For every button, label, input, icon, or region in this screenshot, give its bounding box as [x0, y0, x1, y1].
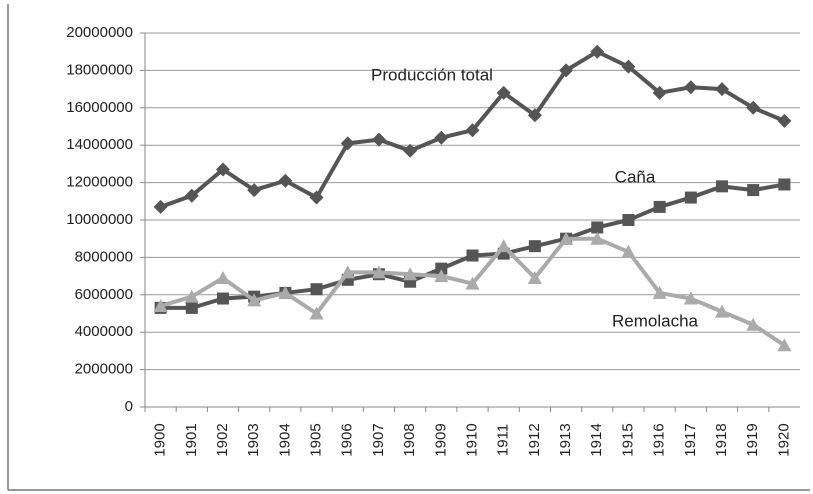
x-tick-label: 1903	[245, 423, 262, 456]
marker-triangle	[527, 270, 542, 284]
marker-triangle	[496, 239, 511, 253]
series-label: Producción total	[371, 65, 493, 84]
marker-triangle	[403, 267, 418, 281]
x-tick-label: 1909	[432, 423, 449, 456]
x-tick-label: 1913	[557, 423, 574, 456]
marker-square	[622, 214, 635, 226]
x-tick-label: 1907	[370, 423, 387, 456]
y-tick-label: 0	[125, 398, 133, 415]
y-tick-label: 12000000	[66, 174, 133, 191]
marker-triangle	[184, 289, 199, 303]
marker-diamond	[184, 188, 199, 203]
y-tick-label: 8000000	[75, 248, 133, 265]
marker-diamond	[434, 130, 449, 145]
x-tick-label: 1919	[744, 423, 761, 456]
y-tick-label: 10000000	[66, 211, 133, 228]
marker-diamond	[465, 123, 480, 138]
marker-triangle	[746, 317, 761, 331]
marker-square	[653, 200, 666, 213]
x-tick-label: 1902	[214, 423, 231, 456]
x-tick-label: 1900	[152, 423, 169, 456]
marker-triangle	[278, 285, 293, 299]
x-tick-label: 1915	[619, 423, 636, 456]
marker-triangle	[309, 306, 324, 320]
marker-square	[435, 262, 448, 275]
marker-diamond	[247, 183, 262, 198]
marker-diamond	[309, 190, 324, 205]
x-tick-label: 1912	[526, 423, 543, 456]
series-label: Remolacha	[612, 311, 699, 330]
x-tick-label: 1920	[775, 423, 792, 456]
x-tick-label: 1916	[651, 423, 668, 456]
marker-diamond	[496, 85, 511, 100]
marker-triangle	[652, 285, 667, 299]
marker-diamond	[527, 108, 542, 123]
marker-triangle	[434, 269, 449, 283]
marker-diamond	[683, 80, 698, 95]
y-tick-label: 6000000	[75, 286, 133, 303]
marker-diamond	[652, 85, 667, 100]
marker-diamond	[371, 132, 386, 147]
marker-square	[466, 249, 479, 262]
x-tick-label: 1917	[682, 423, 699, 456]
marker-triangle	[371, 265, 386, 279]
y-tick-label: 14000000	[66, 136, 133, 153]
x-tick-label: 1901	[183, 423, 200, 456]
marker-square	[310, 283, 323, 296]
marker-square	[684, 191, 697, 204]
marker-square	[778, 178, 791, 191]
marker-square	[747, 184, 760, 197]
marker-diamond	[278, 173, 293, 188]
marker-diamond	[621, 59, 636, 74]
x-tick-label: 1911	[495, 424, 512, 456]
x-tick-label: 1910	[463, 423, 480, 456]
x-tick-label: 1908	[401, 423, 418, 456]
marker-triangle	[715, 304, 730, 318]
marker-triangle	[247, 293, 262, 307]
marker-square	[185, 301, 198, 314]
x-tick-label: 1914	[588, 423, 605, 456]
marker-triangle	[153, 299, 168, 313]
marker-diamond	[340, 136, 355, 151]
x-tick-label: 1906	[339, 423, 356, 456]
y-tick-label: 20000000	[66, 24, 133, 41]
series-label: Caña	[615, 167, 656, 186]
y-tick-label: 18000000	[66, 61, 133, 78]
marker-triangle	[621, 244, 636, 258]
y-tick-label: 4000000	[75, 323, 133, 340]
x-tick-label: 1918	[713, 423, 730, 456]
marker-diamond	[777, 113, 792, 128]
marker-diamond	[746, 100, 761, 115]
marker-diamond	[403, 143, 418, 158]
marker-square	[716, 180, 729, 193]
marker-triangle	[559, 231, 574, 245]
marker-diamond	[153, 199, 168, 214]
y-tick-label: 2000000	[75, 361, 133, 378]
marker-diamond	[559, 63, 574, 78]
marker-triangle	[215, 270, 230, 284]
x-tick-label: 1904	[276, 423, 293, 456]
marker-square	[216, 292, 229, 305]
marker-triangle	[465, 276, 480, 290]
marker-diamond	[590, 44, 605, 59]
marker-triangle	[340, 265, 355, 279]
marker-triangle	[683, 291, 698, 305]
marker-triangle	[590, 231, 605, 245]
marker-diamond	[715, 82, 730, 97]
marker-triangle	[777, 338, 792, 352]
marker-square	[528, 240, 541, 253]
marker-square	[591, 221, 604, 234]
y-tick-label: 16000000	[66, 99, 133, 116]
x-tick-label: 1905	[308, 423, 325, 456]
marker-diamond	[215, 162, 230, 177]
